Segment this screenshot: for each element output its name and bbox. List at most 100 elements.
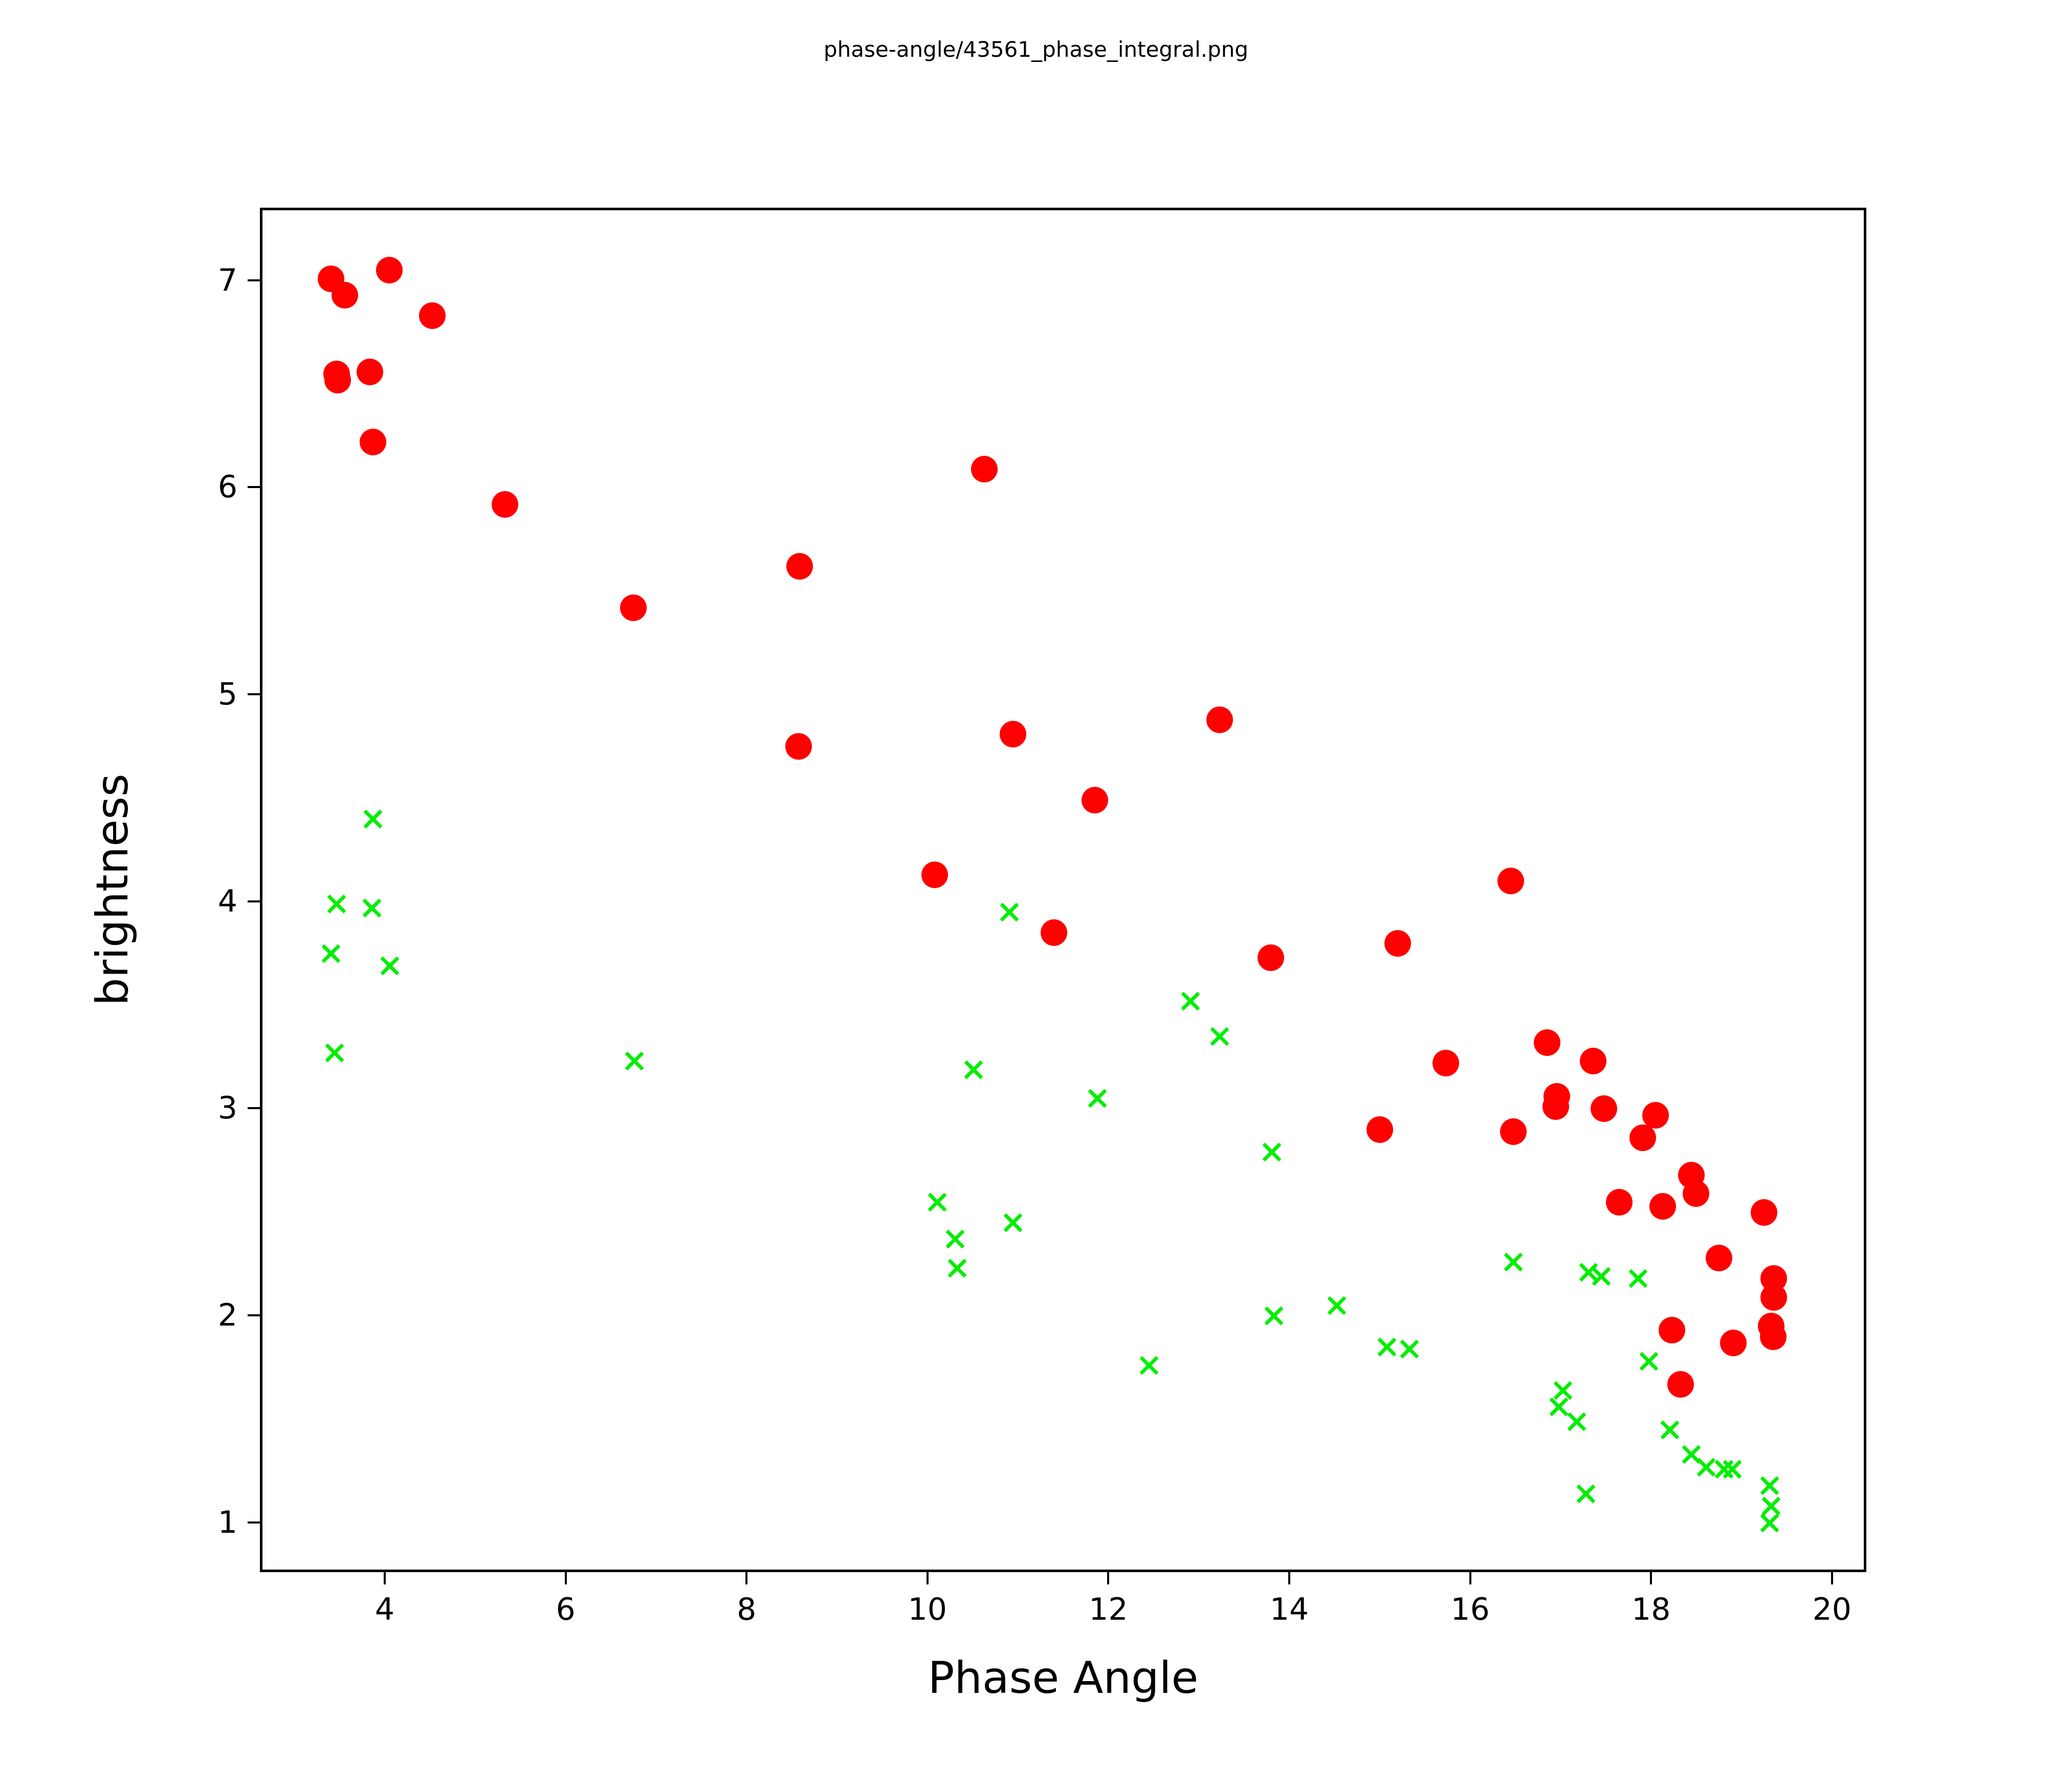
data-point-cross [1377, 1337, 1396, 1356]
data-point-cross [1576, 1485, 1595, 1504]
x-axis-label: Phase Angle [928, 1652, 1199, 1704]
data-point-cross [625, 1052, 644, 1071]
x-tick-mark [1650, 1572, 1652, 1584]
y-tick-label: 4 [217, 883, 237, 919]
x-tick-label: 6 [556, 1592, 576, 1627]
data-point-cross [362, 898, 381, 917]
data-point-circle [359, 429, 386, 456]
data-point-cross [946, 1230, 965, 1249]
data-point-cross [1629, 1269, 1648, 1288]
data-point-cross [964, 1060, 983, 1079]
data-point-circle [331, 281, 358, 308]
x-tick-label: 8 [737, 1592, 757, 1627]
x-tick-mark [745, 1572, 748, 1584]
data-point-circle [324, 366, 351, 393]
y-tick-mark [248, 1314, 260, 1317]
data-point-circle [786, 553, 813, 580]
data-point-circle [971, 455, 998, 482]
data-point-circle [357, 358, 384, 385]
data-point-circle [1658, 1317, 1685, 1344]
data-point-cross [1592, 1267, 1611, 1286]
data-point-circle [1081, 787, 1108, 814]
data-point-cross [1400, 1339, 1419, 1358]
data-point-cross [1088, 1089, 1107, 1108]
data-point-circle [1432, 1050, 1459, 1077]
data-point-circle [1667, 1371, 1694, 1398]
data-point-cross [322, 944, 341, 963]
x-tick-label: 4 [374, 1592, 395, 1627]
data-point-cross [381, 957, 400, 976]
x-tick-mark [926, 1572, 929, 1584]
data-point-circle [1760, 1284, 1788, 1311]
data-point-cross [325, 1044, 344, 1063]
data-point-cross [1661, 1420, 1680, 1439]
data-point-cross [1504, 1252, 1523, 1271]
data-point-circle [419, 302, 446, 329]
data-point-circle [785, 733, 812, 760]
data-point-circle [1579, 1048, 1606, 1075]
x-tick-mark [1288, 1572, 1290, 1584]
data-point-circle [921, 862, 948, 889]
figure-title: phase-angle/43561_phase_integral.png [823, 37, 1249, 62]
data-point-cross [1760, 1476, 1779, 1495]
x-tick-mark [1469, 1572, 1471, 1584]
plot-axes-frame [260, 208, 1866, 1572]
data-point-cross [928, 1193, 946, 1211]
y-tick-mark [248, 1521, 260, 1524]
x-tick-label: 16 [1450, 1592, 1490, 1627]
data-point-cross [1328, 1296, 1347, 1315]
x-tick-label: 14 [1269, 1592, 1309, 1627]
data-point-circle [1366, 1116, 1393, 1143]
x-tick-label: 12 [1089, 1592, 1128, 1627]
data-point-cross [1000, 902, 1019, 921]
data-point-cross [1696, 1458, 1715, 1476]
y-tick-mark [248, 1107, 260, 1110]
data-point-cross [1181, 991, 1200, 1010]
data-point-circle [1206, 706, 1233, 733]
x-tick-label: 10 [908, 1592, 947, 1627]
data-point-cross [1549, 1398, 1568, 1417]
y-tick-label: 5 [217, 676, 237, 713]
data-point-circle [1590, 1095, 1617, 1122]
data-point-cross [1567, 1412, 1586, 1431]
data-point-cross [947, 1259, 966, 1278]
data-point-circle [1649, 1193, 1676, 1220]
data-point-cross [327, 894, 346, 913]
data-point-circle [620, 594, 647, 622]
data-point-circle [1759, 1323, 1787, 1350]
data-point-cross [1715, 1460, 1734, 1479]
plot-data-area [262, 210, 1864, 1570]
data-point-circle [1683, 1180, 1710, 1207]
data-point-cross [1723, 1460, 1742, 1479]
data-point-circle [1258, 944, 1285, 971]
x-tick-mark [1831, 1572, 1833, 1584]
data-point-circle [1629, 1124, 1656, 1152]
data-point-cross [1762, 1497, 1781, 1516]
data-point-circle [1500, 1118, 1527, 1145]
data-point-cross [1640, 1352, 1659, 1371]
data-point-cross [1760, 1513, 1779, 1532]
y-tick-label: 6 [217, 469, 237, 505]
data-point-circle [1497, 868, 1524, 895]
data-point-circle [1542, 1093, 1570, 1120]
data-point-cross [1004, 1214, 1023, 1232]
y-tick-mark [248, 486, 260, 489]
data-point-cross [1210, 1027, 1229, 1046]
y-tick-label: 7 [217, 262, 237, 298]
data-point-circle [1720, 1329, 1747, 1356]
y-tick-label: 2 [217, 1297, 237, 1334]
x-tick-label: 20 [1812, 1592, 1851, 1627]
data-point-circle [1642, 1101, 1669, 1129]
data-point-cross [1264, 1307, 1283, 1326]
y-tick-label: 3 [217, 1090, 237, 1127]
x-tick-mark [383, 1572, 386, 1584]
data-point-cross [1263, 1143, 1282, 1162]
x-tick-mark [564, 1572, 567, 1584]
y-tick-mark [248, 693, 260, 696]
data-point-circle [1705, 1244, 1732, 1271]
data-point-cross [1139, 1356, 1158, 1375]
data-point-circle [376, 257, 403, 284]
data-point-cross [1554, 1381, 1573, 1400]
data-point-circle [491, 491, 518, 518]
